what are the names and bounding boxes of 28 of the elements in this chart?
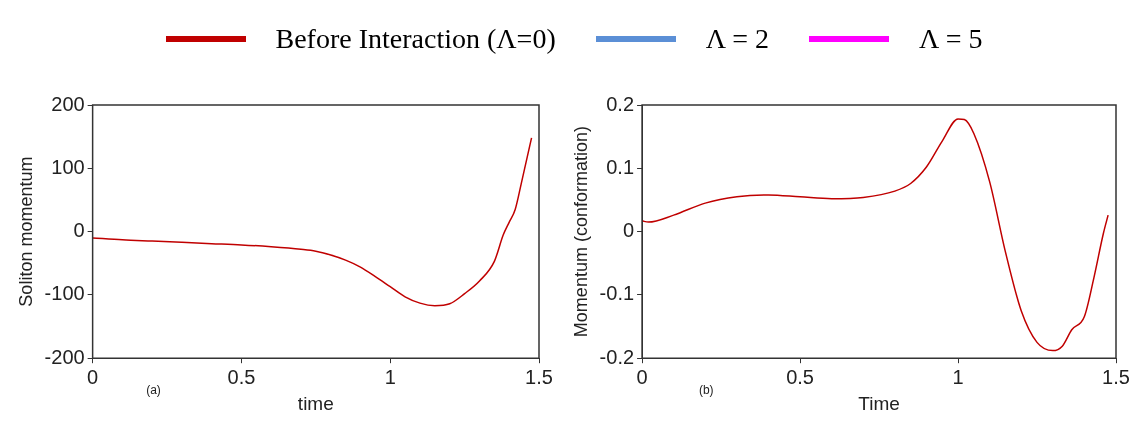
y-tick-label: 0.1 <box>606 155 635 178</box>
x-tick-label: 0 <box>87 365 99 388</box>
y-axis-title: Momentum (conformation) <box>570 126 591 338</box>
x-axis-title: Time <box>858 392 900 414</box>
x-tick-label: 0.5 <box>227 365 256 388</box>
x-tick-label: 1.5 <box>1102 365 1130 388</box>
y-axis-title: Soliton momentum <box>15 156 36 307</box>
line-series <box>642 118 1109 352</box>
x-tick-label: 1 <box>384 365 396 388</box>
y-tick-label: 200 <box>51 92 85 115</box>
text: (a) <box>146 382 161 397</box>
y-tick-label: -200 <box>44 345 85 368</box>
y-tick-label: 0 <box>73 219 85 242</box>
y-tick-label: 0.2 <box>606 92 635 115</box>
x-tick-label: 1.5 <box>525 365 553 388</box>
text: (b) <box>698 382 714 397</box>
x-tick-label: 0.5 <box>786 365 814 388</box>
x-axis-title: time <box>297 392 334 414</box>
line-series <box>92 137 533 307</box>
y-tick-label: 100 <box>51 155 85 178</box>
legend-label: Before Interaction (Λ=0) <box>275 23 556 55</box>
y-tick-label: -0.2 <box>599 345 635 368</box>
y-tick-label: 0 <box>622 219 635 242</box>
x-tick-label: 1 <box>952 365 964 388</box>
legend-label: Λ = 2 <box>705 23 770 55</box>
y-tick-label: -100 <box>44 282 85 305</box>
y-tick-label: -0.1 <box>599 282 635 305</box>
legend-label: Λ = 5 <box>919 23 983 55</box>
